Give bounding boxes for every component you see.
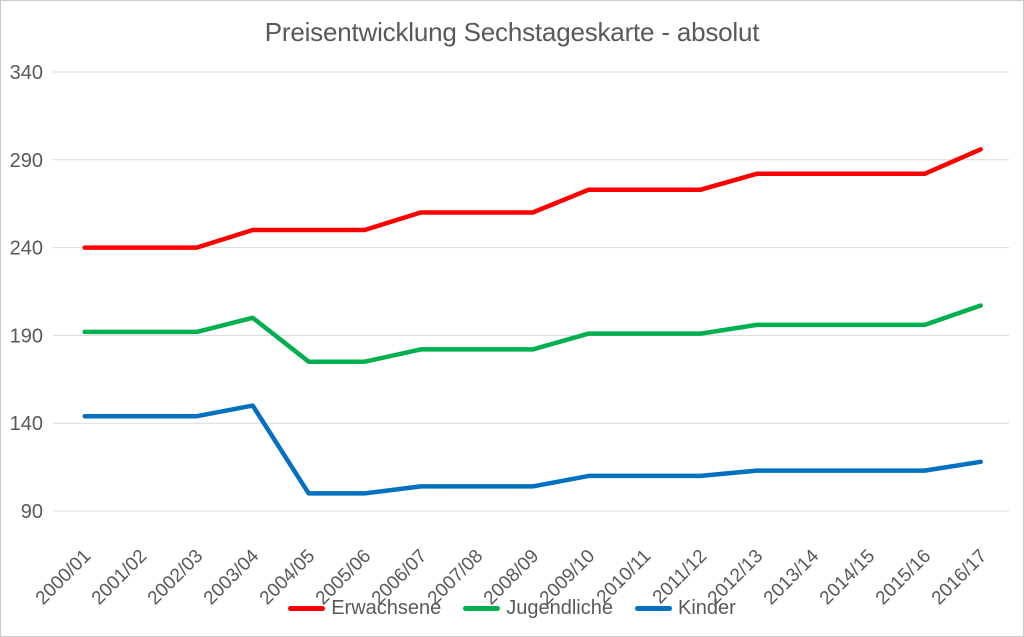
y-axis-tick-label: 240 [10,238,43,260]
legend-line-swatch-jugendliche [463,606,501,611]
legend: Erwachsene Jugendliche Kinder [1,597,1023,620]
legend-item-kinder: Kinder [635,597,736,620]
legend-item-jugendliche: Jugendliche [463,597,613,620]
legend-item-erwachsene: Erwachsene [288,597,441,620]
y-axis-tick-label: 190 [10,325,43,347]
y-axis-tick-label: 90 [21,501,43,523]
series-line-erwachsene [82,147,983,250]
y-axis-tick-label: 340 [10,62,43,84]
legend-label-jugendliche: Jugendliche [506,597,613,619]
chart-title: Preisentwicklung Sechstageskarte - absol… [264,17,760,47]
series-line-jugendliche [82,303,983,364]
series-line-kinder [82,403,983,496]
legend-line-swatch-erwachsene [288,606,326,611]
y-axis-tick-label: 290 [10,150,43,172]
legend-label-kinder: Kinder [678,597,736,619]
legend-label-erwachsene: Erwachsene [331,597,442,619]
y-axis-tick-label: 140 [10,413,43,435]
legend-line-swatch-kinder [635,606,672,611]
